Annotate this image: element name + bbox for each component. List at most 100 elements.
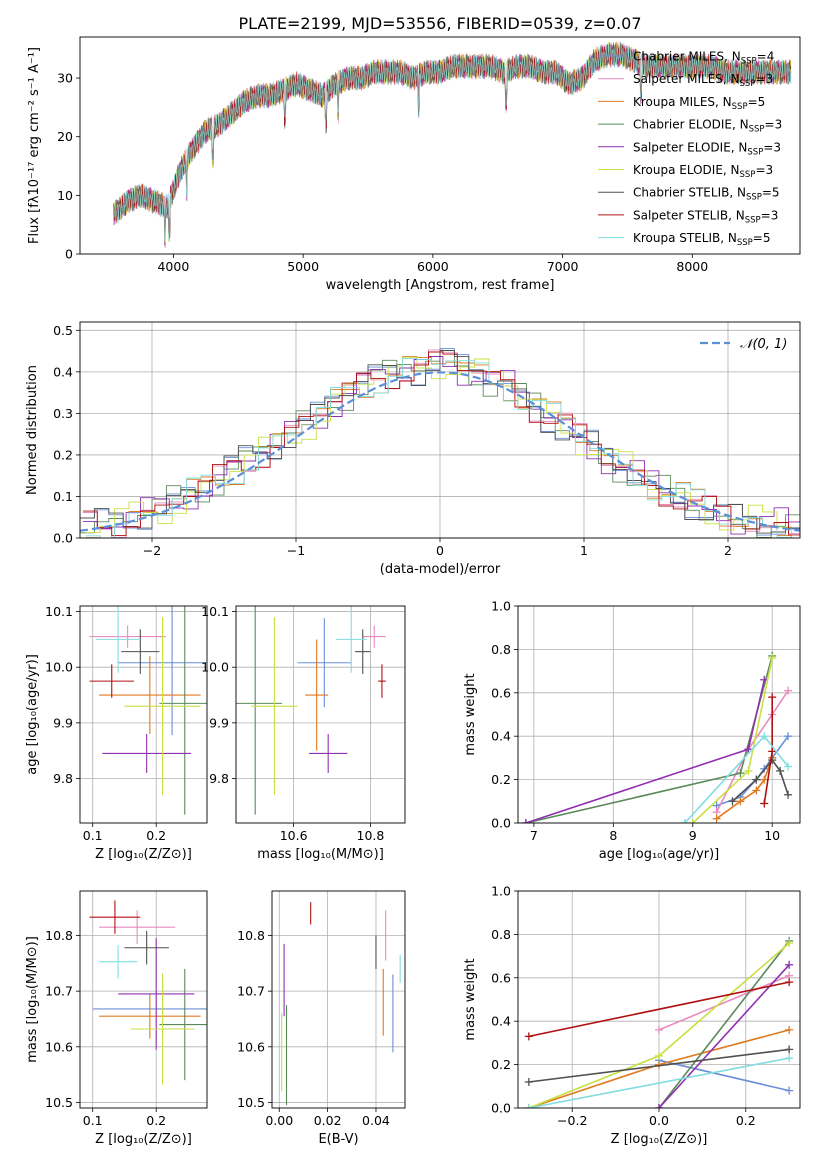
y-tick-label: 10.5 xyxy=(237,1095,265,1110)
legend-entry: Kroupa STELIB, NSSP=5 xyxy=(633,231,771,248)
weight-marker xyxy=(744,766,753,775)
errorbar-point xyxy=(130,973,195,1085)
x-tick-label: 0.04 xyxy=(362,1113,390,1128)
weight-line xyxy=(658,940,790,1108)
legend-entry: Chabrier ELODIE, NSSP=3 xyxy=(633,118,782,135)
x-axis-label: E(B-V) xyxy=(318,1132,358,1147)
panel-residuals: −2 −1 0 1 2 0.0 0.1 0.2 0.3 0.4 0.5 (data-model)/er… xyxy=(25,321,801,577)
errorbar-point xyxy=(159,968,207,1081)
histogram-step xyxy=(82,351,800,537)
y-tick-label: 10.7 xyxy=(45,984,73,999)
y-tick-label: 9.9 xyxy=(53,715,73,730)
errorbar-point xyxy=(355,629,371,674)
errorbar-point xyxy=(118,938,195,1050)
panel-age_vs_mass: 10.6 10.8 9.8 9.9 10.0 10.1 mass [log₁₀(M/M⊙)] xyxy=(201,604,406,862)
weight-marker xyxy=(655,1025,663,1034)
errorbar-point xyxy=(118,606,207,736)
weight-marker xyxy=(768,693,777,702)
weight-line xyxy=(528,1057,790,1108)
x-tick-label: 6000 xyxy=(417,259,449,274)
y-tick-label: 10.8 xyxy=(45,928,73,943)
legend-entry: Salpeter ELODIE, NSSP=3 xyxy=(633,140,781,157)
errorbar-point xyxy=(362,625,386,648)
normal-curve xyxy=(80,371,800,532)
weight-marker xyxy=(785,939,794,948)
weight-line xyxy=(715,690,789,813)
y-tick-label: 0.8 xyxy=(491,927,511,942)
errorbar-point xyxy=(378,664,386,698)
x-tick-label: 0.2 xyxy=(146,828,166,843)
y-tick-label: 0.6 xyxy=(491,685,511,700)
x-axis-label: mass [log₁₀(M/M⊙)] xyxy=(257,847,384,862)
legend-entry: Kroupa ELODIE, NSSP=3 xyxy=(633,163,773,180)
weight-marker xyxy=(524,1104,533,1108)
weight-marker xyxy=(521,819,530,823)
errorbar-point xyxy=(121,629,160,674)
axes-frame xyxy=(517,890,801,1109)
y-tick-label: 10.1 xyxy=(201,604,229,619)
weight-marker xyxy=(736,797,745,806)
x-tick-label: 0.2 xyxy=(736,1113,756,1128)
y-tick-label: 10.5 xyxy=(45,1095,73,1110)
errorbar-point xyxy=(308,733,348,773)
axes-frame xyxy=(79,605,208,824)
weight-marker xyxy=(728,797,737,806)
y-tick-label: 0.5 xyxy=(53,323,73,338)
weight-marker xyxy=(785,960,794,969)
panel-weight_vs_age: 7 8 9 10 0.0 0.2 0.4 0.6 0.8 1.0 age [log₁₀(age/yr… xyxy=(463,599,801,862)
weight-marker xyxy=(524,1077,533,1086)
weight-line xyxy=(658,974,790,1031)
y-tick-label: 0.1 xyxy=(53,489,73,504)
weight-marker xyxy=(736,769,745,778)
errorbar-point xyxy=(89,625,166,648)
errorbar-point xyxy=(95,606,141,673)
y-tick-label: 10.0 xyxy=(45,660,73,675)
weight-marker xyxy=(752,775,761,784)
axes-frame xyxy=(271,890,406,1109)
plot-area xyxy=(236,606,386,815)
x-tick-label: 5000 xyxy=(287,259,319,274)
x-tick-label: 0.1 xyxy=(83,1113,103,1128)
x-tick-label: 7000 xyxy=(547,259,579,274)
x-tick-label: 10.6 xyxy=(280,828,308,843)
x-tick-label: 10.8 xyxy=(357,828,385,843)
errorbar-point xyxy=(99,910,176,944)
weight-marker xyxy=(784,732,793,741)
y-tick-label: 0.0 xyxy=(491,816,511,831)
x-tick-label: 1 xyxy=(580,543,588,558)
axes-frame xyxy=(79,321,801,539)
y-tick-label: 0.6 xyxy=(491,970,511,985)
plot-area xyxy=(89,900,207,1085)
histogram-step xyxy=(80,350,800,534)
y-tick-label: 0.2 xyxy=(491,772,511,787)
y-tick-label: 10.6 xyxy=(45,1039,73,1054)
x-tick-label: 8000 xyxy=(676,259,708,274)
y-tick-label: 9.8 xyxy=(209,771,229,786)
x-tick-label: −0.2 xyxy=(557,1113,587,1128)
errorbar-point xyxy=(89,664,134,698)
weight-marker xyxy=(768,756,777,765)
y-tick-label: 0.0 xyxy=(491,1101,511,1116)
weight-marker xyxy=(776,766,785,775)
y-tick-label: 20 xyxy=(57,129,73,144)
x-tick-label: 9 xyxy=(689,828,697,843)
x-tick-label: −1 xyxy=(287,543,305,558)
weight-marker xyxy=(784,790,793,799)
y-tick-label: 9.9 xyxy=(209,715,229,730)
weight-marker xyxy=(784,762,793,771)
axes-frame xyxy=(79,36,801,255)
x-tick-label: 0.02 xyxy=(314,1113,342,1128)
weight-marker xyxy=(785,1054,794,1063)
histogram-step xyxy=(85,356,800,538)
x-tick-label: 0.00 xyxy=(265,1113,293,1128)
y-tick-label: 0 xyxy=(65,247,73,262)
weight-marker xyxy=(655,1051,663,1060)
axes-frame xyxy=(79,890,208,1109)
plot-area xyxy=(281,902,401,1106)
y-axis-label: Flux [fλ10⁻¹⁷ erg cm⁻² s⁻¹ A⁻¹] xyxy=(27,47,42,244)
y-tick-label: 0.8 xyxy=(491,642,511,657)
x-axis-label: age [log₁₀(age/yr)] xyxy=(599,847,720,862)
weight-line xyxy=(528,1048,790,1083)
plot-area xyxy=(80,348,800,538)
